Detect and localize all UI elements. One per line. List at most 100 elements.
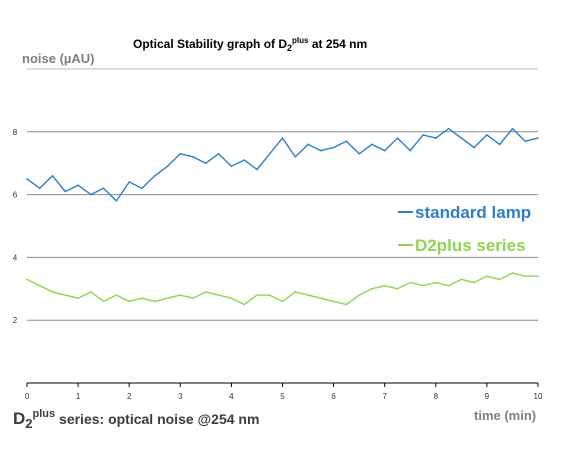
- chart-title-superscript: plus: [292, 36, 309, 45]
- data-point-standard-lamp-12: [179, 152, 182, 155]
- data-point-d2plus-series-38: [511, 272, 514, 274]
- x-axis-label: time (min): [474, 408, 536, 423]
- data-point-d2plus-series-34: [460, 278, 463, 281]
- data-point-d2plus-series-9: [141, 297, 143, 300]
- data-point-standard-lamp-31: [422, 134, 424, 136]
- data-point-d2plus-series-30: [409, 281, 412, 284]
- data-point-standard-lamp-35: [473, 146, 475, 149]
- x-tick-label-10: 10: [534, 392, 543, 401]
- data-point-standard-lamp-23: [320, 149, 322, 152]
- data-point-standard-lamp-0: [26, 178, 28, 180]
- legend: standard lamp D2plus series: [398, 203, 531, 255]
- data-point-standard-lamp-10: [153, 174, 156, 177]
- x-tick-label-5: 5: [280, 392, 285, 401]
- data-point-standard-lamp-37: [498, 143, 501, 146]
- gridlines: [27, 68, 538, 321]
- data-point-standard-lamp-21: [294, 156, 297, 158]
- legend-item-standard-lamp: standard lamp: [398, 203, 531, 222]
- data-point-d2plus-series-10: [153, 300, 156, 303]
- data-point-d2plus-series-20: [281, 300, 284, 303]
- data-point-d2plus-series-17: [243, 303, 245, 306]
- data-point-standard-lamp-28: [383, 149, 386, 152]
- data-point-standard-lamp-24: [332, 146, 335, 149]
- data-point-standard-lamp-27: [371, 143, 373, 146]
- data-point-standard-lamp-8: [128, 181, 130, 183]
- data-point-standard-lamp-16: [230, 165, 233, 168]
- data-point-d2plus-series-0: [26, 278, 28, 281]
- data-point-standard-lamp-5: [90, 193, 92, 196]
- data-point-d2plus-series-32: [435, 281, 437, 284]
- legend-label-standard-lamp: standard lamp: [415, 203, 531, 222]
- chart-title-prefix: Optical Stability graph of D: [133, 37, 287, 51]
- data-point-standard-lamp-25: [345, 140, 348, 143]
- data-point-standard-lamp-33: [447, 127, 450, 130]
- data-point-standard-lamp-36: [486, 134, 488, 136]
- data-point-d2plus-series-5: [90, 291, 92, 293]
- data-point-d2plus-series-22: [307, 294, 309, 296]
- data-point-d2plus-series-23: [320, 297, 322, 300]
- data-point-d2plus-series-29: [396, 288, 399, 290]
- data-point-standard-lamp-4: [77, 184, 79, 186]
- data-point-standard-lamp-18: [256, 168, 258, 171]
- data-point-standard-lamp-13: [192, 156, 194, 158]
- data-point-standard-lamp-39: [524, 140, 527, 143]
- data-point-standard-lamp-15: [217, 152, 220, 155]
- data-point-d2plus-series-33: [447, 284, 450, 287]
- caption: D2plus series: optical noise @254 nm: [13, 408, 259, 431]
- data-point-d2plus-series-25: [345, 303, 348, 306]
- data-point-d2plus-series-27: [371, 288, 373, 290]
- data-point-standard-lamp-40: [537, 137, 539, 139]
- x-tick-label-2: 2: [127, 392, 132, 401]
- data-point-standard-lamp-19: [268, 152, 271, 155]
- data-point-d2plus-series-28: [383, 284, 386, 287]
- chart-title-suffix: at 254 nm: [308, 37, 367, 51]
- svg-text:D2plus series: optical noise @: D2plus series: optical noise @254 nm: [13, 408, 259, 431]
- data-point-standard-lamp-38: [511, 127, 514, 130]
- data-point-standard-lamp-3: [64, 190, 67, 193]
- data-point-d2plus-series-31: [422, 284, 424, 287]
- data-point-standard-lamp-2: [51, 174, 54, 177]
- x-tick-label-9: 9: [485, 392, 490, 401]
- data-point-d2plus-series-6: [102, 300, 105, 303]
- data-point-standard-lamp-7: [115, 200, 118, 202]
- data-point-standard-lamp-6: [102, 187, 105, 190]
- data-point-standard-lamp-1: [38, 187, 41, 190]
- data-point-standard-lamp-17: [243, 159, 245, 161]
- data-point-d2plus-series-18: [256, 294, 258, 296]
- data-point-d2plus-series-16: [230, 297, 233, 300]
- y-axis-label: noise (µAU): [22, 51, 95, 66]
- data-point-d2plus-series-37: [498, 278, 501, 281]
- chart-title-subscript: 2: [287, 43, 292, 53]
- y-tick-label-2: 2: [13, 316, 18, 325]
- data-point-d2plus-series-8: [128, 300, 130, 303]
- tick-labels: 2 4 6 8 0 1 2 3 4 5 6 7 8 9 10: [13, 128, 543, 401]
- data-point-standard-lamp-26: [358, 152, 360, 155]
- x-tick-label-3: 3: [178, 392, 183, 401]
- data-point-standard-lamp-14: [205, 162, 207, 164]
- y-tick-label-8: 8: [13, 128, 18, 137]
- data-point-d2plus-series-36: [486, 275, 488, 278]
- series-lines: [26, 127, 539, 306]
- caption-text: series: optical noise @254 nm: [55, 411, 259, 427]
- data-point-standard-lamp-29: [396, 137, 399, 139]
- legend-label-d2plus-series: D2plus series: [415, 236, 526, 255]
- data-point-d2plus-series-1: [38, 284, 41, 287]
- data-point-d2plus-series-26: [358, 294, 360, 296]
- data-point-d2plus-series-15: [217, 294, 220, 296]
- data-point-d2plus-series-2: [51, 291, 54, 293]
- data-point-d2plus-series-35: [473, 281, 475, 284]
- chart-title: Optical Stability graph of D2plus at 254…: [133, 36, 367, 53]
- data-point-d2plus-series-13: [192, 297, 194, 300]
- svg-text:Optical Stability graph of D2p: Optical Stability graph of D2plus at 254…: [133, 36, 367, 53]
- data-point-d2plus-series-19: [268, 294, 271, 296]
- data-point-d2plus-series-40: [537, 275, 539, 278]
- caption-subscript: 2: [25, 416, 32, 431]
- data-point-d2plus-series-39: [524, 275, 527, 278]
- caption-superscript: plus: [33, 408, 56, 420]
- caption-d: D: [13, 409, 25, 428]
- data-point-d2plus-series-7: [115, 294, 118, 296]
- y-tick-label-6: 6: [13, 191, 18, 200]
- data-point-standard-lamp-9: [141, 187, 143, 190]
- x-tick-label-6: 6: [331, 392, 336, 401]
